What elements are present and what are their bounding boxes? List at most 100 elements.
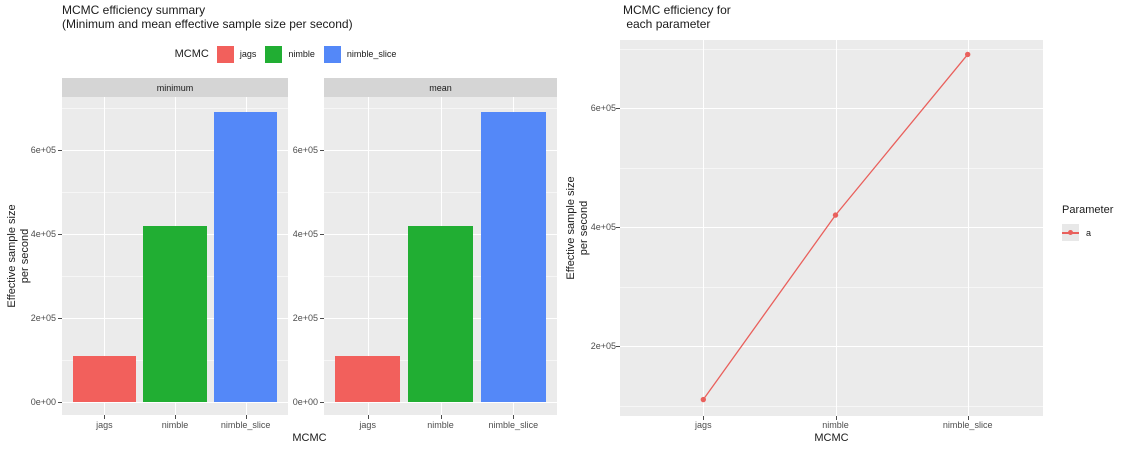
y-axis-title-ess-right: Effective sample size per second (565, 128, 591, 328)
bar-mean-jags (334, 355, 401, 402)
bar-minimum-nimble (143, 225, 207, 402)
legend-title-mcmc: MCMC (174, 48, 209, 60)
x-tick-mark (440, 415, 442, 419)
bar-mean-nimble (407, 225, 474, 402)
facet-strip-minimum-label: minimum (156, 82, 194, 93)
gridline-minor (620, 405, 1043, 407)
y-tick-mark (616, 108, 620, 109)
y-tick-label-6e+05: 6e+05 (590, 103, 616, 113)
y-tick-mark (616, 227, 620, 228)
y-tick-label-2e+05: 2e+05 (30, 313, 56, 323)
x-axis-title-mcmc: MCMC (292, 432, 327, 444)
x-tick-mark (367, 415, 369, 419)
y-tick-label-0e+00: 0e+00 (30, 397, 56, 407)
bar-mean-nimble_slice (480, 112, 547, 402)
line-chart-title-line1: MCMC efficiency for (623, 3, 731, 17)
bar-minimum-nimble_slice (213, 112, 278, 402)
legend-item-nimble: nimble (265, 45, 315, 63)
y-axis-title-ess: Effective sample size per second (6, 156, 32, 356)
legend-swatch-jags (216, 45, 234, 63)
line-chart-legend: Parameter a (1062, 204, 1113, 241)
x-tick-label-nimble_slice: nimble_slice (942, 420, 993, 430)
data-point-nimble (832, 212, 839, 218)
x-tick-label-nimble: nimble (427, 420, 454, 430)
x-tick-mark (703, 416, 705, 420)
x-tick-mark (245, 415, 247, 419)
gridline-vertical-jags (104, 97, 106, 415)
y-tick-label-2e+05: 2e+05 (292, 313, 318, 323)
line-chart-title-line2: each parameter (623, 17, 711, 31)
data-point-jags (700, 396, 707, 403)
bar-chart-title-line1: MCMC efficiency summary (62, 3, 206, 17)
y-tick-mark (320, 318, 324, 319)
legend-key-dot (1068, 230, 1073, 235)
y-tick-mark (320, 150, 324, 151)
y-tick-mark (616, 346, 620, 347)
gridline-minor (620, 167, 1043, 169)
y-tick-mark (58, 318, 62, 319)
y-tick-label-4e+05: 4e+05 (590, 222, 616, 232)
x-tick-mark (835, 416, 837, 420)
y-tick-label-4e+05: 4e+05 (292, 229, 318, 239)
x-axis-title-mcmc-right: MCMC (814, 432, 849, 444)
line-chart-title: MCMC efficiency for each parameter (623, 3, 731, 31)
gridline-minor (620, 48, 1043, 50)
legend-label-nimble: nimble (288, 49, 315, 59)
y-tick-label-2e+05: 2e+05 (590, 341, 616, 351)
panel-line (620, 40, 1043, 416)
y-axis-title-right-line1: Effective sample size (565, 176, 577, 280)
legend-item-a: a (1062, 224, 1113, 241)
gridline-vertical-jags (703, 40, 705, 416)
gridline-vertical-jags (367, 97, 369, 415)
x-tick-label-nimble: nimble (822, 420, 849, 430)
y-tick-mark (320, 402, 324, 403)
gridline-major (620, 346, 1043, 347)
gridline-major (620, 227, 1043, 228)
legend-label-jags: jags (239, 49, 257, 59)
panel-mean (324, 97, 557, 415)
legend-item-jags: jags (216, 45, 257, 63)
gridline-vertical-nimble (835, 40, 837, 416)
series-line (702, 54, 969, 400)
bar-minimum-jags (72, 355, 137, 402)
x-tick-label-jags: jags (96, 420, 113, 430)
legend-swatch-nimble (265, 45, 283, 63)
legend-label-nimble_slice: nimble_slice (346, 49, 397, 59)
facet-strip-mean-label: mean (429, 82, 452, 93)
line-series-a (700, 51, 971, 403)
legend-items-parameter: a (1062, 224, 1113, 241)
y-tick-mark (58, 150, 62, 151)
y-axis-title-right-line2: per second (578, 200, 590, 256)
x-tick-label-nimble: nimble (161, 420, 189, 430)
x-tick-mark (175, 415, 176, 419)
y-tick-mark (58, 234, 62, 235)
y-axis-title-line1: Effective sample size (6, 204, 18, 308)
x-tick-label-jags: jags (359, 420, 376, 430)
legend-swatch-nimble_slice (323, 45, 341, 63)
x-tick-label-nimble_slice: nimble_slice (220, 420, 271, 430)
bar-chart-legend: MCMC jags nimble nimble_slice (0, 44, 580, 64)
legend-key-a (1062, 224, 1079, 241)
y-tick-label-0e+00: 0e+00 (292, 397, 318, 407)
y-tick-mark (58, 402, 62, 403)
y-tick-label-6e+05: 6e+05 (292, 145, 318, 155)
y-tick-label-4e+05: 4e+05 (30, 229, 56, 239)
legend-items: jags nimble nimble_slice (216, 45, 406, 63)
gridline-minor (620, 286, 1043, 288)
y-tick-mark (320, 234, 324, 235)
x-tick-label-jags: jags (695, 420, 712, 430)
panel-minimum (62, 97, 288, 415)
legend-label-a: a (1086, 227, 1092, 238)
data-point-nimble_slice (964, 51, 971, 58)
x-tick-mark (104, 415, 106, 419)
x-tick-mark (513, 415, 515, 419)
facet-strip-minimum: minimum (62, 78, 288, 97)
x-tick-label-nimble_slice: nimble_slice (488, 420, 539, 430)
bar-chart-title-line2: (Minimum and mean effective sample size … (62, 17, 353, 31)
bar-chart-title: MCMC efficiency summary (Minimum and mea… (62, 3, 353, 31)
y-tick-label-6e+05: 6e+05 (30, 145, 56, 155)
facet-strip-mean: mean (324, 78, 557, 97)
legend-title-parameter: Parameter (1062, 204, 1114, 216)
y-axis-title-line2: per second (19, 228, 31, 284)
